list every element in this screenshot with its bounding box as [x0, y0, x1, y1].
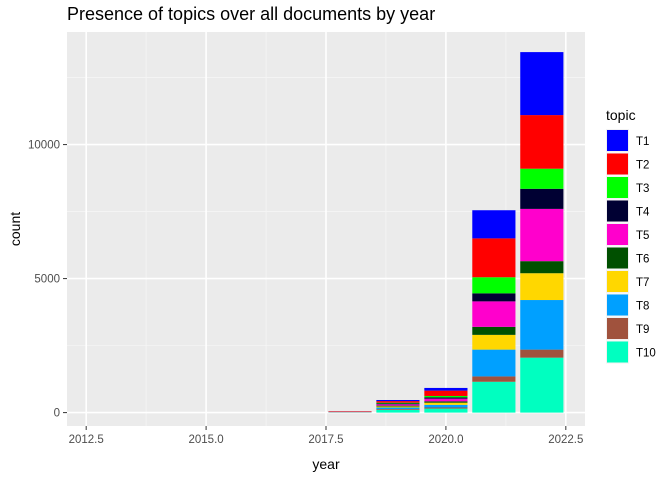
bar-segment-t6-2019	[376, 405, 420, 407]
bar-segment-t4-2022	[520, 188, 564, 209]
legend-label-t6: T6	[636, 254, 649, 266]
bar-segment-t9-2022	[520, 349, 564, 358]
legend: topic T1 T2 T3 T4 T5 T6 T7 T8 T9 T10	[606, 107, 656, 364]
bar-segment-t7-2021	[472, 334, 516, 350]
bar-segment-t3-2020	[424, 395, 468, 398]
x-tick-label: 2012.5	[69, 434, 104, 446]
legend-label-t10: T10	[636, 348, 656, 360]
x-axis-ticks: 2012.5 2015.0 2017.5 2020.0 2022.5	[69, 426, 583, 446]
bar-segment-t8-2019	[376, 407, 420, 410]
y-tick-label: 10000	[28, 140, 60, 152]
bar-segment-t2-2022	[520, 115, 564, 169]
bar-segment-t4-2020	[424, 397, 468, 399]
legend-label-t7: T7	[636, 277, 649, 289]
legend-label-t3: T3	[636, 183, 649, 195]
bar-segment-t1-2021	[472, 210, 516, 239]
bars	[328, 52, 564, 413]
bar-segment-t7-2020	[424, 402, 468, 405]
x-tick-label: 2020.0	[428, 434, 463, 446]
bar-segment-t10-2021	[472, 381, 516, 413]
legend-label-t8: T8	[636, 301, 649, 313]
legend-swatch-t2	[607, 153, 628, 175]
y-axis-title: count	[7, 212, 23, 246]
legend-swatch-t7	[607, 271, 628, 292]
legend-swatch-t4	[607, 200, 628, 222]
bar-segment-t7-2019	[376, 406, 420, 408]
y-axis-ticks: 0 5000 10000	[28, 140, 67, 420]
bar-segment-t10-2019	[376, 409, 420, 413]
bar-segment-t2-2021	[472, 238, 516, 278]
legend-label-t4: T4	[636, 207, 650, 219]
chart-title: Presence of topics over all documents by…	[67, 4, 435, 24]
bar-segment-t4-2019	[376, 403, 420, 405]
legend-swatch-t9	[607, 318, 628, 339]
bar-segment-t5-2020	[424, 398, 468, 402]
bar-segment-t8-2020	[424, 404, 468, 408]
bar-segment-t5-2019	[376, 404, 420, 406]
bar-segment-t9-2020	[424, 407, 468, 409]
bar-segment-t3-2022	[520, 168, 564, 189]
legend-swatch-t10	[607, 341, 628, 363]
bar-segment-t1-2022	[520, 52, 564, 116]
bar-segment-t6-2022	[520, 261, 564, 274]
bar-segment-t3-2019	[376, 402, 420, 404]
legend-swatch-t5	[607, 224, 628, 245]
bar-segment-t5-2022	[520, 208, 564, 262]
bar-segment-t5-2021	[472, 301, 516, 327]
bar-segment-t3-2021	[472, 277, 516, 294]
bar-segment-t9-2021	[472, 376, 516, 382]
bar-segment-t2-2019	[376, 401, 420, 403]
major-gridlines	[67, 32, 585, 426]
legend-title: topic	[606, 107, 636, 123]
bar-segment-t9-2019	[376, 409, 420, 410]
bar-segment-t1-2020	[424, 387, 468, 391]
y-tick-label: 5000	[34, 274, 60, 286]
x-tick-label: 2017.5	[308, 434, 343, 446]
bar-segment-t6-2021	[472, 326, 516, 335]
bar-segment-t10-2020	[424, 408, 468, 413]
bar-segment-t2-2020	[424, 390, 468, 396]
bar-segment-t8-2021	[472, 349, 516, 377]
x-tick-label: 2022.5	[548, 434, 583, 446]
y-tick-label: 0	[54, 408, 60, 420]
legend-swatch-t3	[607, 177, 628, 198]
bar-segment-t8-2022	[520, 300, 564, 350]
bar-segment-t1-2019	[376, 400, 420, 402]
bar-segment-t7-2022	[520, 273, 564, 301]
legend-swatch-t8	[607, 294, 628, 316]
legend-swatch-t6	[607, 247, 628, 269]
x-tick-label: 2015.0	[188, 434, 223, 446]
bar-segment-t10-2022	[520, 357, 564, 413]
legend-label-t1: T1	[636, 136, 649, 148]
legend-label-t5: T5	[636, 230, 649, 242]
bar-segment-t4-2021	[472, 293, 516, 302]
bar-segment-t6-2020	[424, 401, 468, 403]
legend-swatch-t1	[607, 130, 628, 151]
legend-label-t9: T9	[636, 324, 649, 336]
bar-segment-t2-2018	[328, 411, 372, 412]
x-axis-title: year	[312, 456, 340, 472]
legend-label-t2: T2	[636, 160, 649, 172]
